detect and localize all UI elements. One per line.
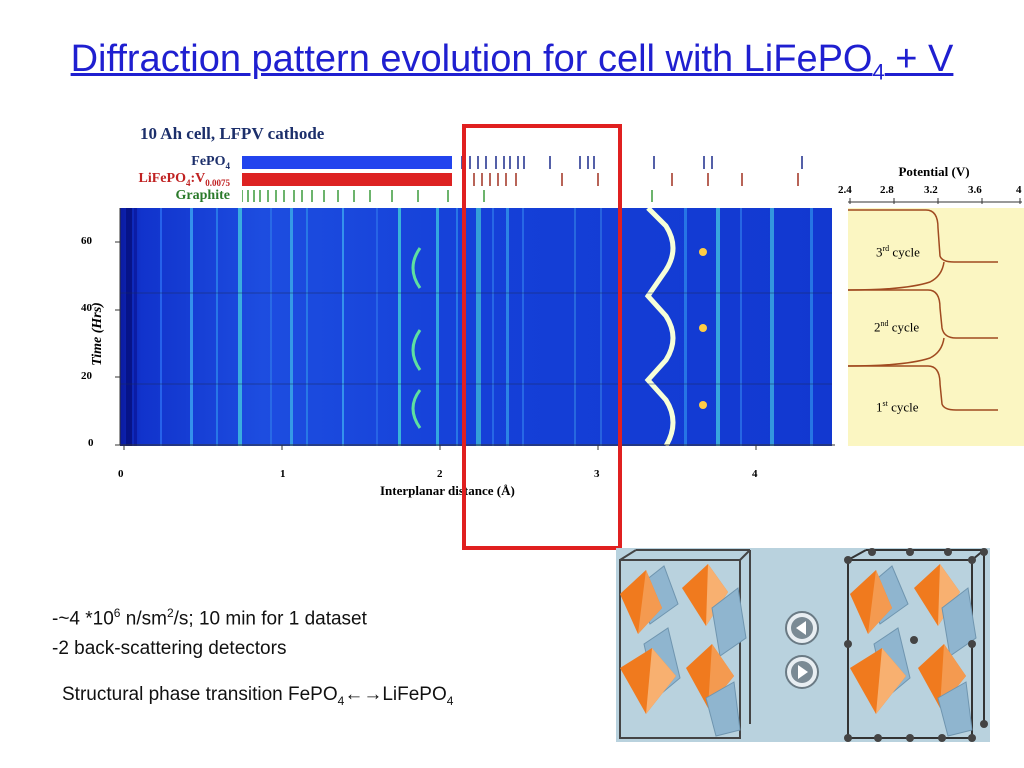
note-flux: -~4 *106 n/sm2/s; 10 min for 1 dataset [52, 606, 367, 630]
y-tick-60: 60 [81, 235, 92, 247]
potential-panel [847, 198, 1024, 446]
crystal-structure-viewer [616, 548, 990, 742]
notes-bullets: -~4 *106 n/sm2/s; 10 min for 1 dataset -… [52, 598, 367, 664]
prev-button[interactable] [785, 611, 819, 645]
potential-background [848, 208, 1024, 446]
bragg-ticks [242, 156, 803, 202]
hotspot-marker [699, 324, 707, 332]
transition-caption: Structural phase transition FePO4←→LiFeP… [62, 684, 454, 708]
right-arrow-circle-icon [798, 665, 808, 679]
x-tick-3: 3 [594, 468, 600, 480]
slide-title: Diffraction pattern evolution for cell w… [0, 38, 1024, 86]
next-button[interactable] [785, 655, 819, 689]
x-tick-0: 0 [118, 468, 124, 480]
y-tick-40: 40 [81, 302, 92, 314]
diffraction-heatmap [120, 208, 832, 446]
potential-curve [848, 209, 998, 411]
fepo4-unit-cell [619, 549, 751, 739]
phase-label-lifepo4: LiFePO4:V0.0075 [138, 171, 230, 188]
title-tail: + V [884, 38, 954, 80]
title-main: Diffraction pattern evolution for cell w… [70, 38, 873, 80]
lifepo4-unit-cell [844, 548, 988, 742]
y-axis-label: Time (Hrs) [90, 302, 105, 366]
heatmap-axes [115, 208, 835, 450]
lithium-atoms [844, 548, 988, 742]
y-tick-20: 20 [81, 370, 92, 382]
y-tick-0: 0 [88, 437, 94, 449]
title-subscript: 4 [872, 59, 885, 85]
potential-ticks: 2.4 2.8 3.2 3.6 4 [838, 184, 1022, 196]
phase-labels: FePO4 LiFePO4:V0.0075 Graphite [0, 152, 232, 208]
x-tick-4: 4 [752, 468, 758, 480]
green-wavy-band [411, 247, 422, 429]
hotspot-marker [699, 248, 707, 256]
left-arrow-circle-icon [796, 621, 806, 635]
phase-label-fepo4: FePO4 [191, 154, 230, 171]
note-detectors: -2 back-scattering detectors [52, 638, 287, 660]
bright-wavy-band [644, 208, 676, 446]
cycle-label-1: 1st cycle [876, 399, 919, 415]
phase-label-graphite: Graphite [175, 188, 230, 203]
fepo4-dense-bar [242, 156, 452, 169]
cycle-label-3: 3rd cycle [876, 244, 920, 260]
hotspot-marker [699, 401, 707, 409]
x-tick-1: 1 [280, 468, 286, 480]
potential-title: Potential (V) [898, 164, 970, 179]
lifepo4-dense-bar [242, 173, 452, 186]
figure-heading: 10 Ah cell, LFPV cathode [140, 124, 325, 143]
cycle-label-2: 2nd cycle [874, 319, 920, 335]
highlight-box [462, 124, 622, 550]
x-axis-label: Interplanar distance (Å) [380, 483, 515, 498]
x-tick-2: 2 [437, 468, 443, 480]
